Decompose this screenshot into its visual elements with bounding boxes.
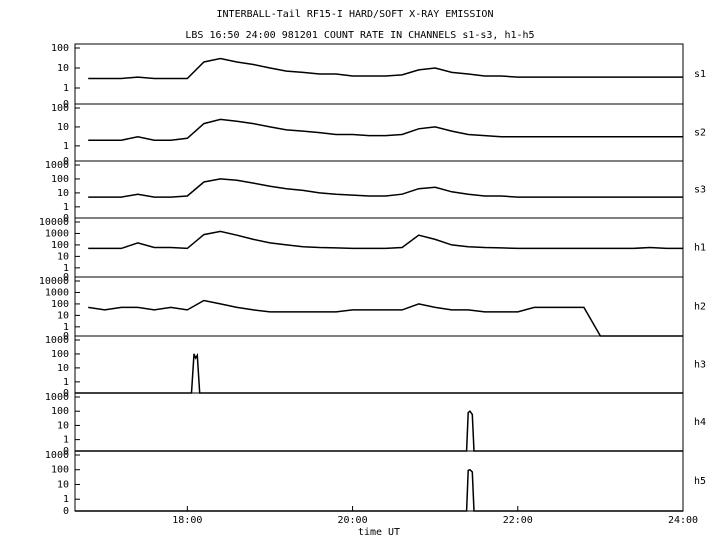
chart-subtitle: LBS 16:50 24:00 981201 COUNT RATE IN CHA… xyxy=(185,30,534,41)
y-tick-label: 1 xyxy=(63,494,69,505)
y-tick-label: 10 xyxy=(57,63,69,74)
y-tick-label: 1 xyxy=(63,263,69,274)
y-tick-label: 1 xyxy=(63,202,69,213)
y-tick-label: 0 xyxy=(63,506,69,517)
x-tick-label: 22:00 xyxy=(503,515,533,526)
y-tick-label: 1 xyxy=(63,435,69,446)
y-tick-label: 100 xyxy=(51,43,69,54)
data-line xyxy=(88,230,683,250)
y-tick-label: 100 xyxy=(51,103,69,114)
y-tick-label: 10 xyxy=(57,188,69,199)
panel-label: h4 xyxy=(694,417,706,428)
y-tick-label: 10 xyxy=(57,479,69,490)
y-tick-label: 10 xyxy=(57,310,69,321)
y-tick-label: 1 xyxy=(63,322,69,333)
y-tick-label: 100 xyxy=(51,349,69,360)
panel-label: h1 xyxy=(694,243,706,254)
data-line xyxy=(88,57,683,80)
chart-title: INTERBALL-Tail RF15-I HARD/SOFT X-RAY EM… xyxy=(217,9,494,20)
panel-label: h3 xyxy=(694,360,706,371)
y-tick-label: 0 xyxy=(63,388,69,399)
y-tick-label: 10000 xyxy=(39,217,69,228)
y-tick-label: 0 xyxy=(63,99,69,110)
y-tick-label: 10 xyxy=(57,122,69,133)
data-line xyxy=(88,299,683,337)
x-axis-label: time UT xyxy=(358,527,400,538)
y-tick-label: 100 xyxy=(51,240,69,251)
y-tick-label: 1000 xyxy=(45,392,69,403)
data-line xyxy=(88,118,683,141)
y-tick-label: 1000 xyxy=(45,335,69,346)
y-tick-label: 100 xyxy=(51,299,69,310)
data-line xyxy=(88,178,683,198)
y-tick-label: 100 xyxy=(51,406,69,417)
y-tick-label: 10 xyxy=(57,251,69,262)
data-line xyxy=(75,468,683,512)
y-tick-label: 0 xyxy=(63,272,69,283)
y-tick-label: 1 xyxy=(63,377,69,388)
y-tick-label: 1000 xyxy=(45,450,69,461)
panel-label: h5 xyxy=(694,476,706,487)
y-tick-label: 10 xyxy=(57,363,69,374)
y-tick-label: 0 xyxy=(63,156,69,167)
y-tick-label: 1 xyxy=(63,83,69,94)
x-tick-label: 20:00 xyxy=(338,515,368,526)
y-tick-label: 100 xyxy=(51,465,69,476)
y-tick-label: 1000 xyxy=(45,160,69,171)
panel-label: h2 xyxy=(694,302,706,313)
y-tick-label: 0 xyxy=(63,331,69,342)
y-tick-label: 1000 xyxy=(45,287,69,298)
y-tick-label: 0 xyxy=(63,213,69,224)
y-tick-label: 10000 xyxy=(39,276,69,287)
x-tick-label: 18:00 xyxy=(172,515,202,526)
y-tick-label: 1 xyxy=(63,141,69,152)
y-tick-label: 1000 xyxy=(45,228,69,239)
panel-label: s1 xyxy=(694,69,706,80)
y-tick-label: 100 xyxy=(51,174,69,185)
y-tick-label: 0 xyxy=(63,446,69,457)
x-tick-label: 24:00 xyxy=(668,515,698,526)
y-tick-label: 10 xyxy=(57,420,69,431)
panel-label: s3 xyxy=(694,185,706,196)
panel-label: s2 xyxy=(694,128,706,139)
